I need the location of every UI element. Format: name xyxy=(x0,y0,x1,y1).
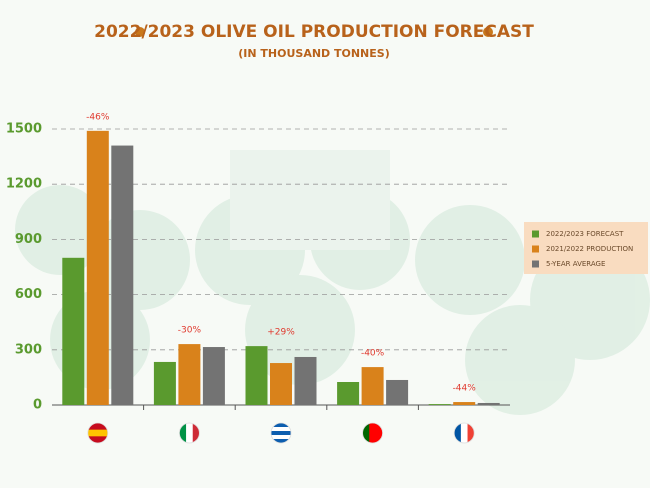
flag-border xyxy=(453,422,475,444)
bar xyxy=(477,402,500,405)
bar xyxy=(428,404,451,405)
legend-label: 2022/2023 FORECAST xyxy=(546,230,624,238)
flag-stripe xyxy=(369,423,377,443)
change-label: -44% xyxy=(453,384,477,394)
flag-stripe xyxy=(192,423,200,443)
bar xyxy=(153,361,176,405)
legend-swatch xyxy=(532,245,539,253)
y-tick-label: 0 xyxy=(33,398,42,413)
flag-border xyxy=(270,422,292,444)
flag-stripe xyxy=(271,435,291,440)
flag xyxy=(271,423,291,443)
flag-stripe xyxy=(271,431,291,436)
legend-box xyxy=(524,222,648,274)
title-ornament xyxy=(135,27,493,37)
flag-border xyxy=(362,422,384,444)
bar xyxy=(245,346,268,405)
change-label: +29% xyxy=(267,328,295,338)
bar xyxy=(294,356,317,405)
y-tick-label: 1200 xyxy=(6,177,42,192)
y-tick-label: 300 xyxy=(15,342,42,357)
bar xyxy=(337,382,360,405)
bar xyxy=(453,402,476,405)
chart-subtitle: (IN THOUSAND TONNES) xyxy=(238,47,389,60)
flag-stripe xyxy=(87,436,108,443)
flag-stripe xyxy=(87,429,108,437)
bar xyxy=(178,344,201,405)
y-tick-label: 1500 xyxy=(6,122,42,137)
flag-stripe xyxy=(186,423,194,443)
legend-label: 2021/2022 PRODUCTION xyxy=(546,245,633,253)
flag-stripe xyxy=(375,423,383,443)
flag xyxy=(87,423,108,443)
legend-label: 5-YEAR AVERAGE xyxy=(546,260,605,268)
bar xyxy=(361,367,384,405)
bar xyxy=(386,379,409,405)
flag-stripe xyxy=(271,427,291,432)
flag xyxy=(179,423,200,443)
flag-border xyxy=(178,422,200,444)
change-label: -40% xyxy=(361,349,385,359)
bar xyxy=(62,257,85,405)
flag-stripe xyxy=(271,439,291,443)
flag xyxy=(362,423,383,443)
flag-stripe xyxy=(362,423,370,443)
change-label: -46% xyxy=(86,112,110,122)
flag-stripe xyxy=(454,423,462,443)
legend-swatch xyxy=(532,260,539,268)
y-tick-label: 900 xyxy=(15,232,42,247)
flag-stripe xyxy=(271,423,291,428)
bar xyxy=(270,363,292,405)
chart-title: 2022/2023 OLIVE OIL PRODUCTION FORECAST xyxy=(94,22,534,42)
bar xyxy=(86,130,109,405)
flag-border xyxy=(87,422,109,444)
flag-stripe xyxy=(460,423,469,443)
change-label: -30% xyxy=(178,326,202,336)
flag xyxy=(454,423,475,443)
flag-stripe xyxy=(467,423,475,443)
flag-stripe xyxy=(87,423,108,431)
bar xyxy=(202,347,225,405)
legend-swatch xyxy=(532,230,539,238)
bar xyxy=(111,145,134,405)
flag-stripe xyxy=(179,423,187,443)
y-tick-label: 600 xyxy=(15,287,42,302)
